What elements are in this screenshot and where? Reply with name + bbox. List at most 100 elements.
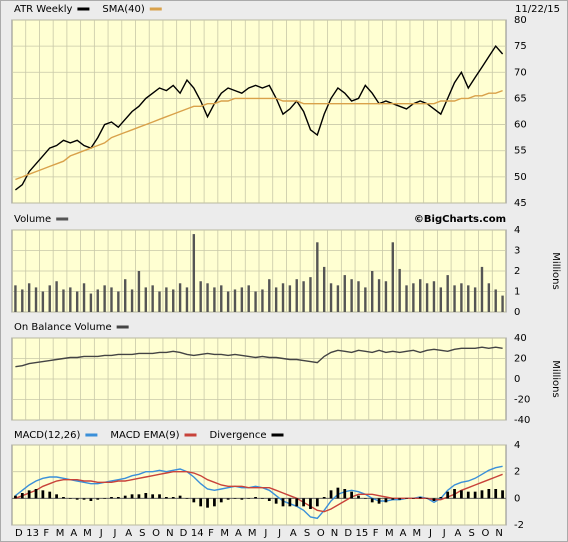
bar bbox=[62, 289, 65, 312]
bar bbox=[446, 275, 449, 312]
bar bbox=[405, 285, 408, 312]
y-tick-label: 20 bbox=[514, 354, 527, 365]
x-tick-label: 14 bbox=[191, 528, 204, 539]
y-tick-label: 70 bbox=[514, 67, 527, 78]
bar bbox=[151, 494, 155, 499]
bar bbox=[384, 281, 388, 312]
x-tick-label: N bbox=[166, 528, 173, 539]
bar bbox=[247, 498, 251, 499]
bar bbox=[178, 495, 182, 499]
x-tick-label: J bbox=[442, 528, 446, 539]
x-tick-label: D bbox=[15, 528, 23, 539]
x-tick-label: A bbox=[290, 528, 297, 539]
bar bbox=[439, 497, 443, 499]
date-label: 11/22/15 bbox=[515, 4, 560, 15]
bar bbox=[473, 491, 477, 499]
bar bbox=[281, 283, 285, 312]
bar bbox=[274, 498, 278, 504]
bar bbox=[412, 283, 415, 312]
legend-label: MACD EMA(9) bbox=[110, 430, 179, 441]
y-tick-label: -40 bbox=[514, 415, 530, 426]
legend-label: ATR Weekly bbox=[14, 4, 72, 15]
x-tick-label: J bbox=[277, 528, 281, 539]
bar bbox=[240, 498, 244, 500]
bar bbox=[82, 498, 86, 500]
bar bbox=[192, 234, 196, 312]
bar bbox=[75, 291, 79, 312]
x-tick-label: 15 bbox=[356, 528, 369, 539]
y-tick-label: 60 bbox=[514, 120, 527, 131]
bar bbox=[412, 498, 415, 499]
x-tick-label: F bbox=[208, 528, 214, 539]
y-tick-label: -2 bbox=[514, 520, 524, 531]
bar bbox=[158, 291, 161, 312]
bar bbox=[110, 497, 113, 499]
bar bbox=[117, 291, 120, 312]
bar bbox=[432, 281, 436, 312]
bar bbox=[69, 287, 72, 312]
bar bbox=[425, 283, 429, 312]
bar bbox=[14, 495, 17, 499]
y-tick-label: 2 bbox=[514, 467, 520, 478]
bar bbox=[240, 287, 244, 312]
bar bbox=[199, 498, 203, 507]
bar bbox=[165, 497, 168, 499]
bar bbox=[21, 289, 24, 312]
bar bbox=[185, 287, 189, 312]
bar bbox=[20, 493, 24, 499]
bar bbox=[144, 287, 147, 312]
bar bbox=[261, 498, 264, 499]
legend-label: Volume bbox=[14, 214, 51, 225]
bar bbox=[268, 279, 271, 312]
bar bbox=[34, 489, 38, 499]
bar bbox=[473, 287, 477, 312]
bar bbox=[370, 498, 374, 503]
bar bbox=[322, 266, 326, 312]
bar bbox=[274, 287, 278, 312]
x-tick-label: D bbox=[180, 528, 188, 539]
bar bbox=[226, 291, 230, 312]
bar bbox=[494, 289, 497, 312]
x-tick-label: 13 bbox=[26, 528, 39, 539]
bar bbox=[34, 287, 38, 312]
x-tick-label: A bbox=[400, 528, 407, 539]
y-tick-label: 4 bbox=[514, 440, 520, 451]
bar bbox=[137, 494, 141, 499]
bar bbox=[27, 490, 31, 499]
bar bbox=[322, 497, 326, 499]
bar bbox=[364, 287, 367, 312]
bar bbox=[103, 498, 106, 499]
bar bbox=[123, 495, 127, 499]
bar bbox=[384, 498, 388, 503]
x-tick-label: M bbox=[385, 528, 394, 539]
bar bbox=[192, 498, 196, 503]
bar bbox=[75, 498, 79, 500]
bar bbox=[82, 283, 86, 312]
y-axis-label: Millions bbox=[550, 360, 561, 397]
bar bbox=[494, 489, 498, 499]
x-tick-label: M bbox=[220, 528, 229, 539]
bar bbox=[398, 498, 402, 500]
y-tick-label: 0 bbox=[514, 493, 520, 504]
bar bbox=[213, 287, 216, 312]
y-tick-label: 2 bbox=[514, 266, 520, 277]
bar bbox=[467, 285, 470, 312]
bar bbox=[316, 242, 319, 312]
y-tick-label: 65 bbox=[514, 93, 527, 104]
bar bbox=[68, 498, 72, 499]
bar bbox=[446, 491, 450, 499]
bar bbox=[419, 279, 422, 312]
series-line bbox=[15, 89, 503, 181]
bar bbox=[226, 498, 230, 500]
bar bbox=[55, 281, 58, 312]
y-tick-label: 0 bbox=[514, 307, 520, 318]
bar bbox=[302, 281, 305, 312]
x-tick-label: J bbox=[112, 528, 116, 539]
x-tick-label: N bbox=[495, 528, 502, 539]
bar bbox=[130, 289, 134, 312]
x-tick-label: S bbox=[139, 528, 145, 539]
bar bbox=[405, 498, 408, 499]
bar bbox=[172, 289, 175, 312]
bar bbox=[295, 498, 299, 507]
bar bbox=[220, 285, 223, 312]
